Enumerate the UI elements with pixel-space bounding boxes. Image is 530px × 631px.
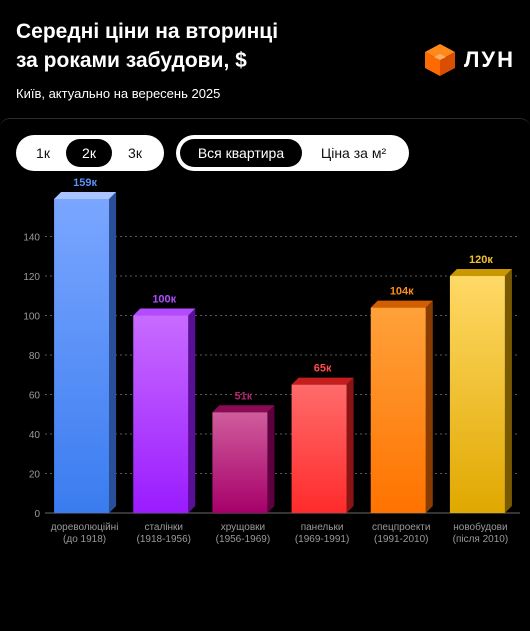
rooms-option-2k[interactable]: 2к <box>66 139 112 167</box>
bar-value-label: 100к <box>152 294 176 306</box>
y-tick-label: 140 <box>23 233 40 244</box>
bar-value-label: 159к <box>73 177 97 189</box>
x-tick-label: спецпроекти <box>372 522 430 533</box>
brand-logo: ЛУН <box>424 42 515 78</box>
y-tick-label: 80 <box>29 351 41 362</box>
bar <box>370 307 426 513</box>
y-tick-label: 0 <box>34 509 40 520</box>
rooms-option-3k[interactable]: 3к <box>128 145 142 161</box>
x-tick-label: (до 1918) <box>63 534 106 545</box>
rooms-option-1k[interactable]: 1к <box>36 145 50 161</box>
price-mode-toggle: Вся квартира Ціна за м² <box>176 135 409 171</box>
y-tick-label: 40 <box>29 430 41 441</box>
title-line-1: Середні ціни на вторинці <box>16 20 279 43</box>
bar-side <box>267 405 275 513</box>
bar-value-label: 65к <box>314 363 332 375</box>
header: Середні ціни на вторинці за роками забуд… <box>0 0 530 118</box>
bar-top <box>370 300 433 308</box>
x-tick-label: панельки <box>301 522 344 533</box>
bar-top <box>54 192 117 199</box>
bar-side <box>346 377 354 513</box>
bar <box>54 199 110 513</box>
x-tick-label: дореволюційні <box>51 522 119 533</box>
y-tick-label: 20 <box>29 470 41 481</box>
bar-top <box>449 269 512 277</box>
x-tick-label: (1956-1969) <box>216 534 270 545</box>
mode-option-price-per-sqm[interactable]: Ціна за м² <box>320 145 387 161</box>
bar-side <box>425 300 433 513</box>
subtitle: Київ, актуально на вересень 2025 <box>16 86 221 101</box>
logo-text: ЛУН <box>464 47 516 72</box>
x-tick-label: (1969-1991) <box>295 534 349 545</box>
bar-side <box>109 192 117 513</box>
bar-value-label: 104к <box>390 286 414 298</box>
title-line-2: за роками забудови, $ <box>16 49 247 72</box>
bar-value-label: 51к <box>235 390 253 402</box>
bar-value-label: 120к <box>469 254 493 266</box>
bar-side <box>504 269 512 513</box>
bar-top <box>133 308 196 316</box>
page-title: Середні ціни на вторинці за роками забуд… <box>16 17 396 75</box>
x-tick-label: хрущовки <box>221 522 265 533</box>
y-tick-label: 120 <box>23 272 40 283</box>
mode-option-whole-apartment[interactable]: Вся квартира <box>180 139 302 167</box>
bar-top <box>291 377 354 385</box>
x-tick-label: сталінки <box>144 522 183 533</box>
bar-top <box>212 405 275 413</box>
cube-logo-icon <box>425 44 455 76</box>
bar <box>449 276 505 513</box>
rooms-toggle: 1к 2к 3к <box>16 135 164 171</box>
y-tick-label: 60 <box>29 391 41 402</box>
x-tick-label: новобудови <box>453 521 507 533</box>
x-tick-label: (1991-2010) <box>374 534 428 545</box>
bar <box>291 384 347 513</box>
bar <box>212 412 268 513</box>
y-tick-label: 100 <box>23 312 40 323</box>
x-tick-label: (1918-1956) <box>137 534 191 545</box>
bar <box>133 315 189 513</box>
x-tick-label: (після 2010) <box>453 534 509 545</box>
bar-side <box>188 308 196 513</box>
